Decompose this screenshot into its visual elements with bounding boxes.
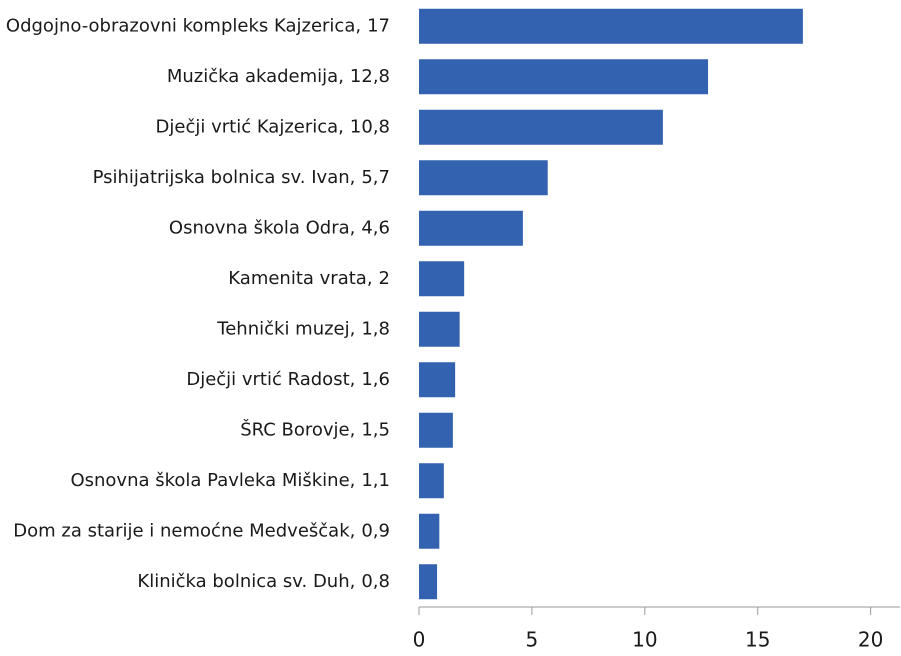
value-label: 10,8 — [350, 116, 390, 137]
x-tick-label: 0 — [413, 628, 426, 652]
category-label: Dječji vrtić Kajzerica, — [156, 116, 344, 137]
x-tick-label: 5 — [526, 628, 539, 652]
y-tick-label: Odgojno-obrazovni kompleks Kajzerica, 17 — [6, 15, 390, 36]
bar — [419, 362, 456, 398]
category-label: Tehnički muzej, — [216, 318, 355, 339]
bar — [419, 412, 453, 448]
category-label: Osnovna škola Odra, — [169, 217, 355, 238]
category-label: Psihijatrijska bolnica sv. Ivan, — [93, 167, 356, 188]
category-label: Dom za starije i nemoćne Medveščak, — [13, 520, 355, 541]
value-label: 1,1 — [361, 470, 390, 491]
value-label: 12,8 — [350, 66, 390, 87]
bar — [419, 109, 663, 145]
bar — [419, 564, 438, 600]
bar — [419, 8, 803, 44]
y-tick-label: Tehnički muzej, 1,8 — [216, 318, 390, 339]
y-tick-label: Osnovna škola Odra, 4,6 — [169, 217, 390, 238]
value-label: 4,6 — [361, 217, 390, 238]
value-label: 0,8 — [361, 571, 390, 592]
category-label: Dječji vrtić Radost, — [186, 369, 355, 390]
y-tick-label: Kamenita vrata, 2 — [228, 268, 390, 289]
category-label: ŠRC Borovje, — [240, 418, 355, 440]
bar — [419, 210, 523, 246]
bar — [419, 463, 444, 499]
y-tick-label: Osnovna škola Pavleka Miškine, 1,1 — [70, 470, 390, 491]
value-label: 1,8 — [361, 318, 390, 339]
bar — [419, 311, 460, 347]
value-label: 1,5 — [361, 419, 390, 440]
bar — [419, 59, 709, 95]
y-tick-label: Psihijatrijska bolnica sv. Ivan, 5,7 — [93, 167, 390, 188]
value-label: 1,6 — [361, 369, 390, 390]
y-tick-label: Dom za starije i nemoćne Medveščak, 0,9 — [13, 520, 390, 541]
value-label: 0,9 — [361, 520, 390, 541]
bar — [419, 513, 440, 549]
bar — [419, 160, 548, 196]
x-tick-label: 20 — [858, 628, 883, 652]
x-tick-label: 10 — [632, 628, 657, 652]
category-label: Osnovna škola Pavleka Miškine, — [70, 470, 355, 491]
category-label: Klinička bolnica sv. Duh, — [137, 571, 355, 592]
category-label: Muzička akademija, — [167, 66, 344, 87]
value-label: 17 — [367, 15, 390, 36]
y-tick-label: Dječji vrtić Radost, 1,6 — [186, 369, 390, 390]
bar — [419, 261, 465, 297]
y-tick-label: Muzička akademija, 12,8 — [167, 66, 390, 87]
y-tick-label: ŠRC Borovje, 1,5 — [240, 418, 390, 440]
value-label: 5,7 — [361, 167, 390, 188]
category-label: Kamenita vrata, — [228, 268, 372, 289]
x-tick-label: 15 — [745, 628, 770, 652]
category-label: Odgojno-obrazovni kompleks Kajzerica, — [6, 15, 361, 36]
y-tick-label: Klinička bolnica sv. Duh, 0,8 — [137, 571, 390, 592]
value-label: 2 — [379, 268, 390, 289]
y-tick-label: Dječji vrtić Kajzerica, 10,8 — [156, 116, 390, 137]
